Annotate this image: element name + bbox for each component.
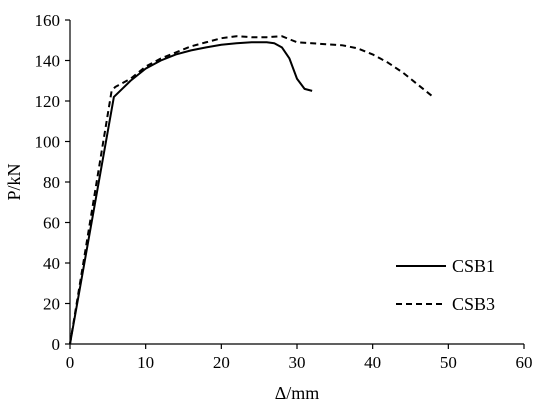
x-tick-label: 30: [289, 353, 306, 372]
legend-label-csb3: CSB3: [452, 294, 495, 314]
y-tick-label: 80: [43, 173, 60, 192]
series-line-csb1: [69, 41, 313, 345]
y-tick-label: 140: [35, 52, 61, 71]
y-tick-label: 20: [43, 295, 60, 314]
x-axis-title: Δ/mm: [275, 383, 320, 403]
y-tick-label: 40: [43, 254, 60, 273]
x-tick-label: 0: [66, 353, 75, 372]
legend-label-csb1: CSB1: [452, 256, 495, 276]
legend: CSB1 CSB3: [396, 256, 495, 314]
series-layer: [69, 35, 434, 345]
y-axis-title: P/kN: [4, 163, 24, 200]
x-tick-label: 20: [213, 353, 230, 372]
ticks-layer: 0 10 20 30 40 50 60 0 20 40 60 80 100 120 140 160: [35, 11, 533, 372]
x-tick-label: 40: [364, 353, 381, 372]
y-tick-label: 0: [52, 335, 61, 354]
y-tick-label: 120: [35, 92, 61, 111]
x-tick-label: 10: [137, 353, 154, 372]
y-tick-label: 60: [43, 214, 60, 233]
y-tick-label: 100: [35, 133, 61, 152]
y-tick-label: 160: [35, 11, 61, 30]
x-tick-label: 50: [440, 353, 457, 372]
x-tick-label: 60: [516, 353, 533, 372]
series-line-csb3: [69, 35, 434, 345]
